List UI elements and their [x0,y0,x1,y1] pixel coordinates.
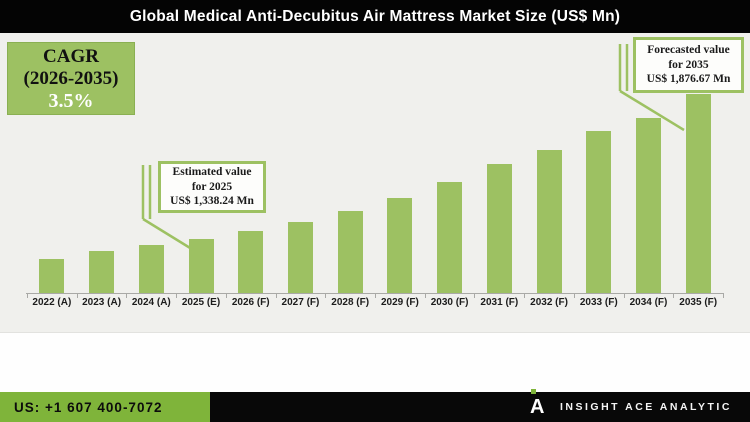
x-axis-label: 2024 (A) [131,297,171,308]
chart-title: Global Medical Anti-Decubitus Air Mattre… [129,7,621,25]
plot-area [27,90,723,293]
x-axis-label: 2029 (F) [380,297,419,308]
brand-name: INSIGHT ACE ANALYTIC [560,401,732,413]
contributors-bar: Market Contributors: arjo stryker® LINET… [0,332,750,392]
bar-slot [673,90,723,293]
bar-2029 [387,198,413,293]
bar-2035 [685,93,711,293]
bar-2031 [486,163,512,293]
axis-tick [524,294,526,298]
axis-tick [673,294,675,298]
x-axis-label: 2030 (F) [430,297,469,308]
x-axis-label: 2022 (A) [32,297,72,308]
bar-2033 [586,130,612,293]
axis-tick [375,294,376,298]
bar-2034 [635,117,661,293]
forecasted-value: US$ 1,876.67 Mn [646,73,731,86]
forecasted-line1: Forecasted value [647,43,730,56]
phone-number: US: +1 607 400-7072 [14,399,163,415]
axis-tick [424,294,426,298]
footer-bar: US: +1 607 400-7072 A INSIGHT ACE ANALYT… [0,389,750,422]
x-axis-label: 2035 (F) [679,297,718,308]
insight-ace-logo-icon: A [530,389,545,420]
axis-tick [325,294,327,298]
bar-slot [325,90,375,293]
x-axis-label: 2027 (F) [281,297,320,308]
bar-2024 [138,245,164,293]
footer-phone-block: US: +1 607 400-7072 [0,392,210,422]
axis-tick [623,294,625,298]
bar-2028 [337,211,363,293]
x-axis-label: 2033 (F) [579,297,618,308]
cagr-period: (2026-2035) [23,67,119,89]
title-bar: Global Medical Anti-Decubitus Air Mattre… [0,0,750,33]
bar-2023 [89,251,115,293]
brand-green-dot-icon [531,389,536,394]
estimated-line2: for 2025 [191,180,233,193]
axis-tick [573,294,575,298]
x-axis-label: 2023 (A) [82,297,122,308]
bar-slot [425,90,475,293]
x-axis-label: 2031 (F) [480,297,519,308]
x-axis-label: 2026 (F) [231,297,270,308]
x-axis [26,293,724,294]
bar-2027 [287,222,313,293]
bar-slot [624,90,674,293]
x-axis-label: 2032 (F) [530,297,568,308]
forecasted-line2: for 2035 [668,58,709,71]
x-axis-label: 2034 (F) [629,297,668,308]
bar-slot [77,90,127,293]
bar-2030 [437,182,463,293]
x-axis-labels: 2022 (A) 2023 (A) 2024 (A) 2025 (E) 2026 (F)… [27,297,723,308]
callout-forecasted-value: Forecasted value for 2035 US$ 1,876.67 M… [633,37,744,93]
axis-tick [76,294,78,298]
estimated-value: US$ 1,338.24 Mn [170,195,254,208]
bar-2032 [536,149,562,293]
cagr-box: CAGR (2026-2035) 3.5% [7,42,135,115]
bar-slot [226,90,276,293]
callout-estimated-value: Estimated value for 2025 US$ 1,338.24 Mn [158,161,266,213]
bar-slot [524,90,574,293]
x-axis-label: 2028 (F) [331,297,370,308]
cagr-label: CAGR [43,46,99,67]
axis-tick [126,294,128,298]
bar-slot [126,90,176,293]
bar-slot [375,90,425,293]
axis-tick [225,294,227,298]
estimated-line1: Estimated value [172,165,252,178]
axis-tick [723,294,724,298]
brand-a-letter: A [530,396,545,418]
bar-slot [27,90,77,293]
x-axis-label: 2025 (E) [181,297,221,308]
bar-slot [474,90,524,293]
axis-tick [275,294,277,298]
axis-tick [474,294,476,298]
bar-slot [276,90,326,293]
axis-tick [176,294,178,298]
bar-2025 [188,239,214,293]
x-axis-ticks [27,294,724,299]
axis-tick [27,294,28,298]
bar-2022 [39,258,65,293]
bar-slot [574,90,624,293]
bar-2026 [238,231,264,293]
cagr-value: 3.5% [48,89,94,112]
